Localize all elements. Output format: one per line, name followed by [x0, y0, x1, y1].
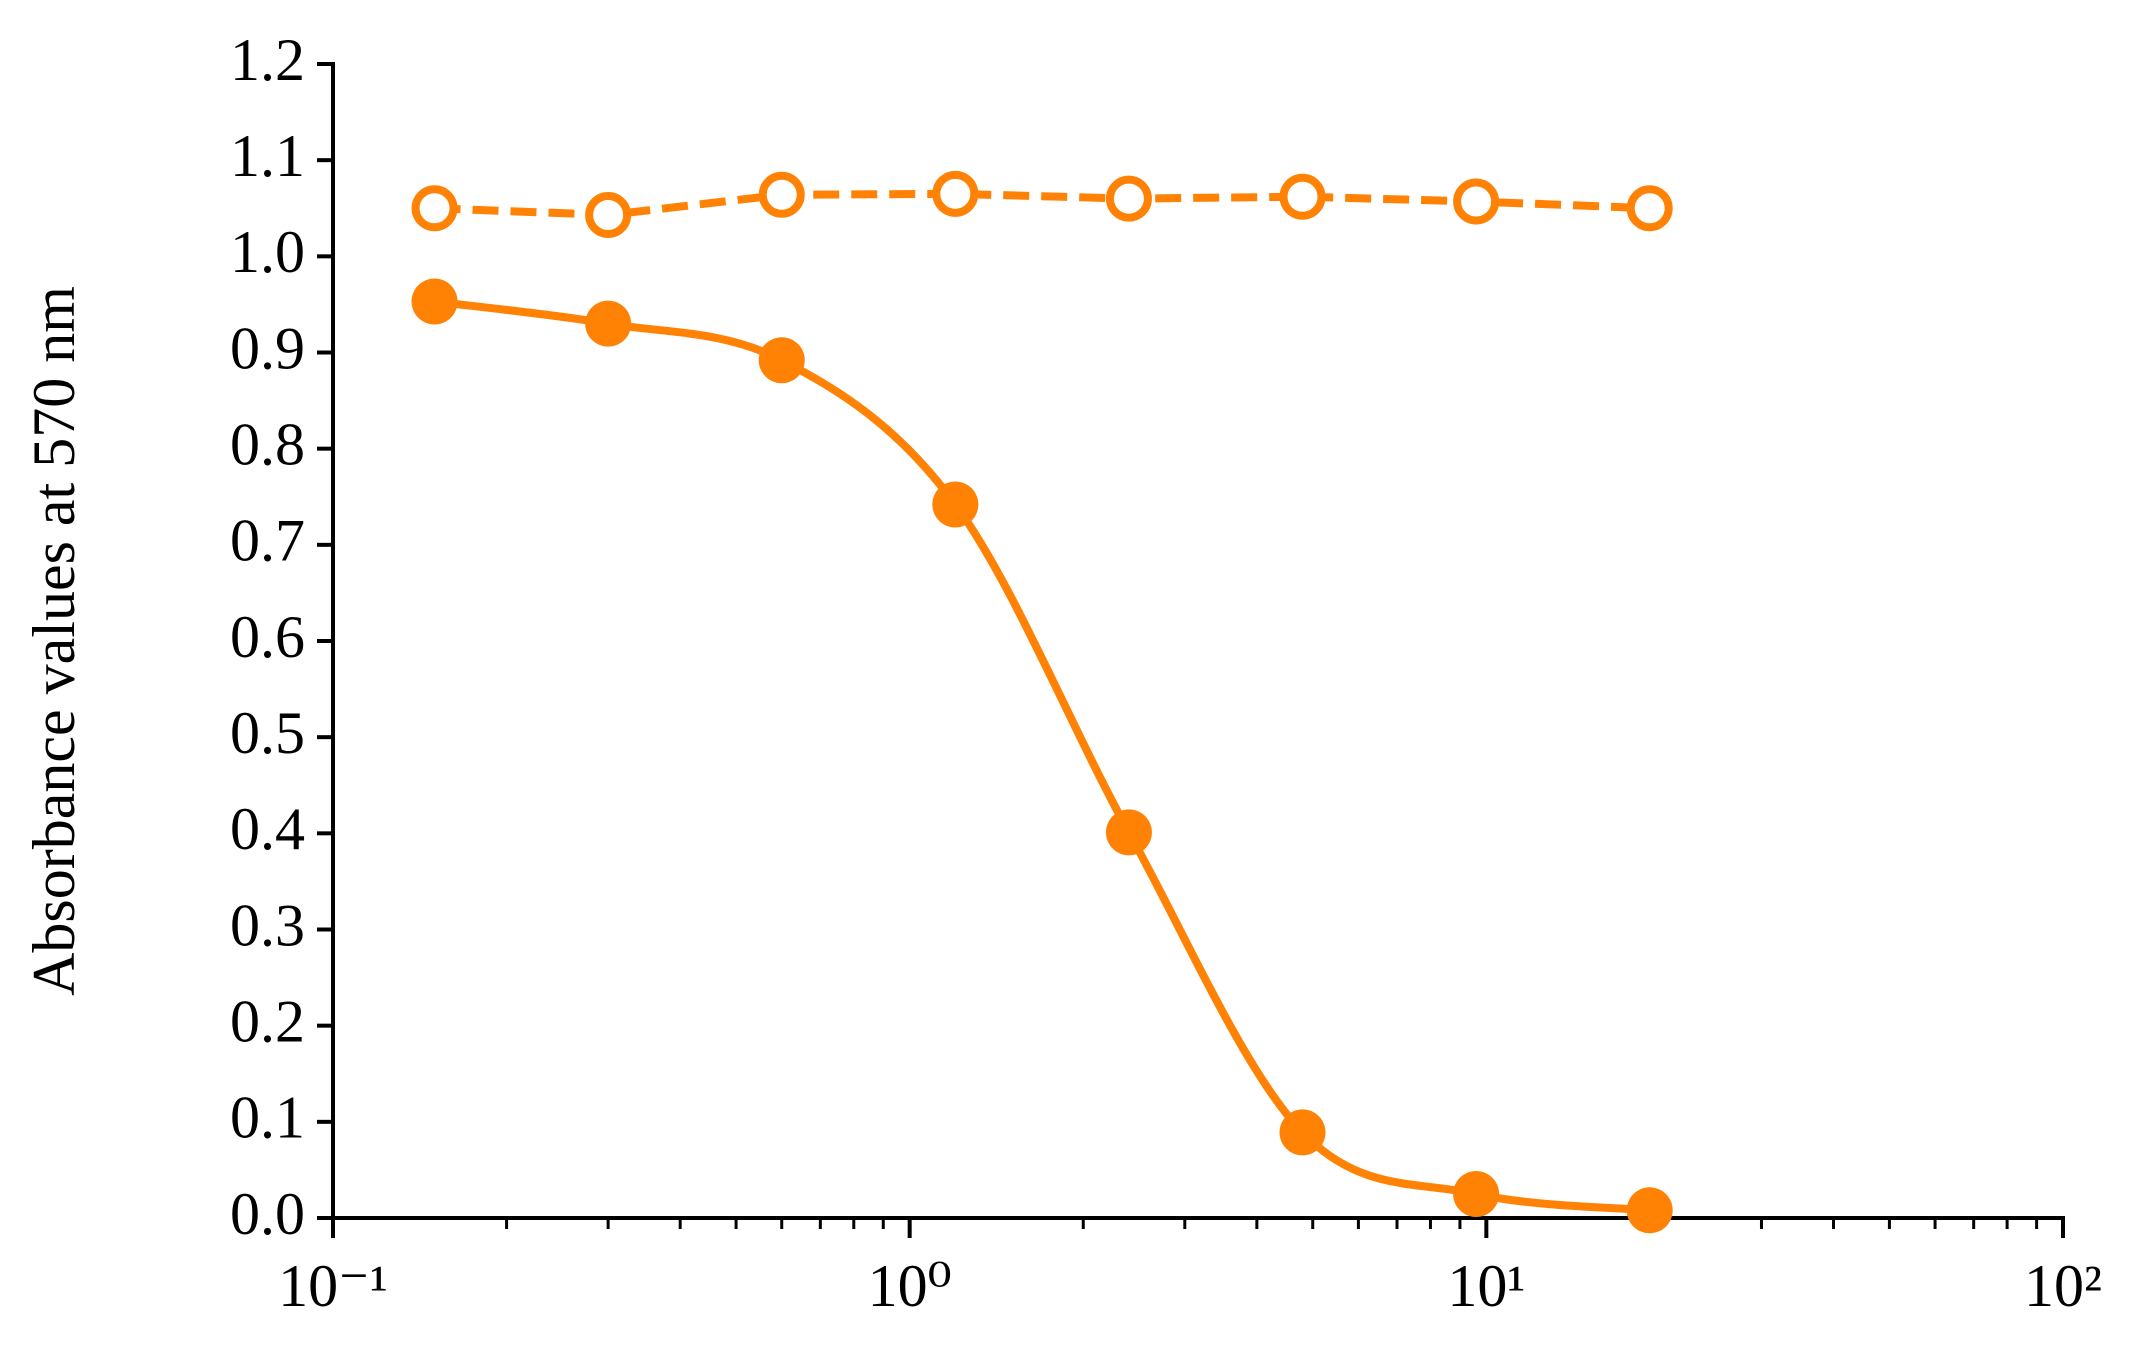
data-point [1105, 175, 1152, 222]
data-point [758, 171, 805, 218]
series-line [434, 297, 1651, 1215]
y-tick-label: 0.6 [230, 604, 305, 670]
x-tick-label: 10⁰ [868, 1253, 952, 1319]
y-tick-label: 0.3 [230, 892, 305, 958]
data-point [758, 337, 805, 384]
data-point [1279, 173, 1326, 220]
y-axis-label: Absorbance values at 570 nm [21, 286, 87, 996]
data-point [1453, 1170, 1500, 1217]
data-point [1626, 1187, 1673, 1234]
x-tick-label: 10² [2024, 1253, 2102, 1319]
y-tick-label: 0.8 [230, 411, 305, 477]
x-tick-label: 10¹ [1447, 1253, 1525, 1319]
data-point [585, 300, 632, 347]
data-point [411, 278, 458, 325]
y-tick-label: 0.9 [230, 315, 305, 381]
data-point [932, 481, 979, 528]
data-point [1453, 178, 1500, 225]
y-tick-label: 1.1 [230, 123, 305, 189]
series-line [434, 189, 1650, 219]
data-point [1105, 809, 1152, 856]
y-tick-label: 0.5 [230, 700, 305, 766]
data-point [585, 191, 632, 238]
data-point [1279, 1109, 1326, 1156]
data-point [411, 185, 458, 232]
y-tick-label: 0.1 [230, 1085, 305, 1151]
y-tick-label: 0.2 [230, 988, 305, 1054]
data-point [1626, 185, 1673, 232]
y-tick-label: 0.0 [230, 1181, 305, 1247]
data-point [932, 170, 979, 217]
y-tick-label: 1.0 [230, 219, 305, 285]
y-tick-label: 0.7 [230, 508, 305, 574]
y-tick-label: 0.4 [230, 796, 305, 862]
x-tick-label: 10⁻¹ [278, 1253, 388, 1319]
y-tick-label: 1.2 [230, 27, 305, 93]
